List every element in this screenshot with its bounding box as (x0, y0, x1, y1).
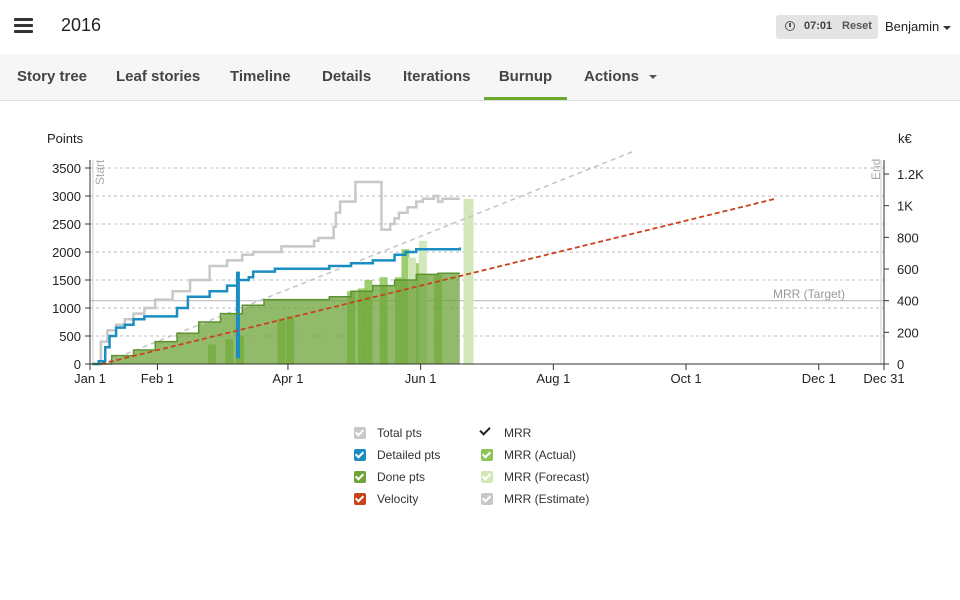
legend-label: Total pts (377, 426, 422, 440)
y-right-axis-label: k€ (898, 131, 913, 146)
chevron-down-icon (649, 75, 658, 80)
hamburger-menu-icon[interactable] (14, 17, 34, 35)
checkbox-icon (354, 449, 366, 461)
tab-bar: Story tree Leaf stories Timeline Details… (0, 54, 960, 101)
user-menu[interactable]: Benjamin (885, 19, 952, 34)
axes: 0 500 1000 1500 2000 2500 3000 3500 0 200 400 600 80… (52, 160, 924, 386)
timer-reset-button[interactable]: Reset (842, 20, 872, 32)
user-name: Benjamin (885, 19, 940, 34)
y-right-tick-label: 1.2K (897, 167, 924, 182)
tab-timeline[interactable]: Timeline (230, 68, 291, 85)
tab-story-tree[interactable]: Story tree (17, 68, 88, 85)
x-tick-label: Dec 1 (802, 371, 836, 386)
checkbox-icon (481, 493, 493, 505)
burnup-chart: 0 500 1000 1500 2000 2500 3000 3500 0 200 400 600 80… (47, 131, 924, 386)
checkbox-icon (354, 427, 366, 439)
y-right-tick-label: 1K (897, 199, 913, 214)
x-tick-label: Feb 1 (141, 371, 174, 386)
tab-burnup[interactable]: Burnup (484, 54, 567, 100)
timer-widget: 07:01 Reset (776, 15, 878, 39)
series-lines (92, 150, 776, 366)
legend-label: Done pts (377, 470, 426, 484)
legend-label: Detailed pts (377, 448, 441, 462)
y-right-tick-label: 600 (897, 262, 919, 277)
timer-time: 07:01 (804, 20, 833, 32)
end-marker-label: End (869, 159, 883, 180)
legend-label: Velocity (377, 492, 419, 506)
x-tick-label: Jun 1 (405, 371, 437, 386)
tab-actions[interactable]: Actions (584, 54, 658, 100)
y-left-axis-label: Points (47, 131, 84, 146)
y-right-tick-label: 200 (897, 325, 919, 340)
tab-leaf-stories[interactable]: Leaf stories (116, 68, 201, 85)
tab-actions-label: Actions (584, 68, 640, 85)
y-right-tick-label: 0 (897, 357, 904, 372)
checkbox-icon (481, 471, 493, 483)
legend-label: MRR (Estimate) (504, 492, 590, 506)
mrr-target-label: MRR (Target) (773, 287, 845, 301)
tab-iterations[interactable]: Iterations (403, 68, 471, 85)
x-tick-label: Jan 1 (74, 371, 106, 386)
page-title: 2016 (61, 15, 102, 35)
mrr-estimate-bar (463, 198, 474, 364)
x-tick-label: Dec 31 (863, 371, 904, 386)
x-tick-label: Apr 1 (272, 371, 303, 386)
checkbox-icon (481, 449, 493, 461)
y-left-tick-label: 0 (74, 357, 81, 372)
chart-legend: Total pts Detailed pts Done pts Velocity… (354, 424, 614, 515)
y-left-tick-label: 2000 (52, 245, 81, 260)
y-right-tick-label: 800 (897, 230, 919, 245)
y-left-tick-label: 3000 (52, 189, 81, 204)
start-marker-label: Start (93, 159, 107, 185)
legend-label: MRR (Forecast) (504, 470, 590, 484)
velocity-line (100, 197, 776, 365)
tab-details[interactable]: Details (322, 68, 372, 85)
clock-icon (785, 21, 795, 31)
y-left-tick-label: 3500 (52, 161, 81, 176)
total-pts-line (92, 180, 460, 366)
y-left-tick-label: 500 (59, 329, 81, 344)
top-bar: 2016 07:01 Reset Benjamin (0, 0, 960, 54)
legend-label: MRR (504, 426, 532, 440)
legend-label: MRR (Actual) (504, 448, 577, 462)
checkbox-icon (354, 471, 366, 483)
y-right-tick-label: 400 (897, 294, 919, 309)
done-area (92, 273, 460, 364)
done-pts-area (92, 273, 460, 364)
x-tick-label: Aug 1 (536, 371, 570, 386)
mrr-estimate-trend (100, 150, 635, 365)
x-tick-label: Oct 1 (671, 371, 702, 386)
checkbox-icon (354, 493, 366, 505)
chevron-down-icon (943, 25, 952, 30)
y-left-tick-label: 1500 (52, 273, 81, 288)
check-icon (479, 424, 491, 436)
y-left-tick-label: 2500 (52, 217, 81, 232)
grid-lines (90, 160, 884, 364)
y-left-tick-label: 1000 (52, 301, 81, 316)
